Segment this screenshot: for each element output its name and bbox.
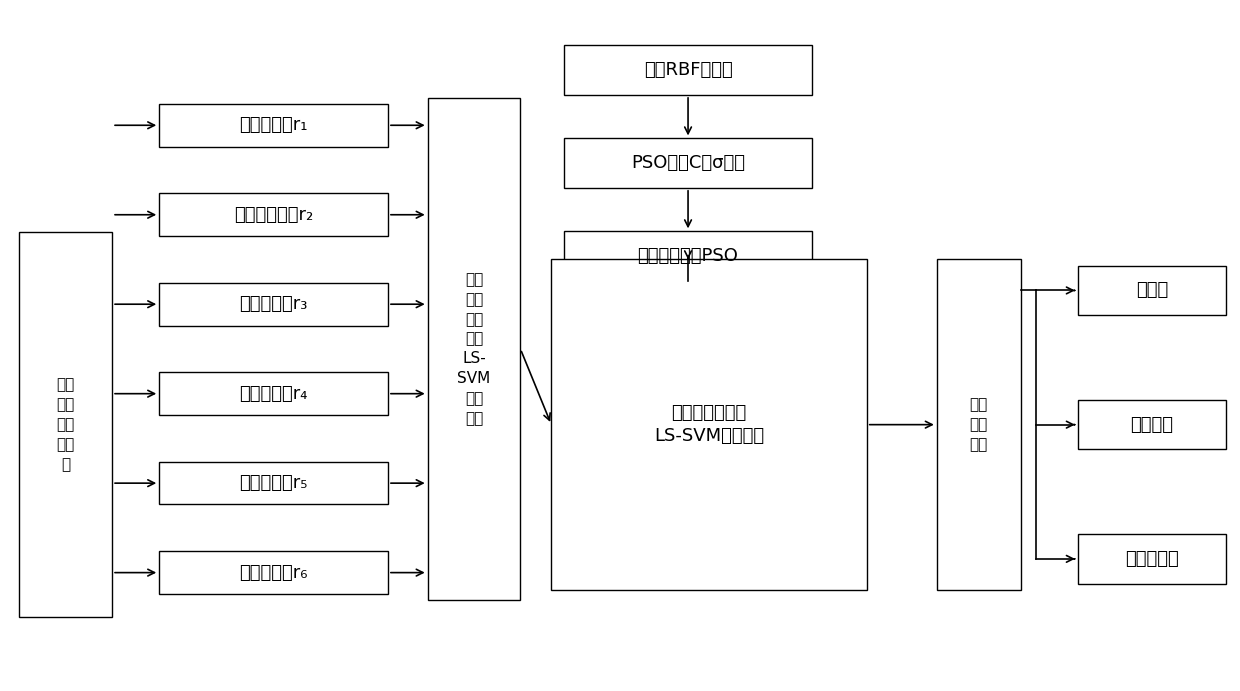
Bar xyxy=(1078,265,1226,315)
Text: 碳纤
维六
级牵
伸环
节: 碳纤 维六 级牵 伸环 节 xyxy=(57,377,74,472)
Text: 线密度: 线密度 xyxy=(1136,281,1168,299)
Text: 热水牵伸比r₃: 热水牵伸比r₃ xyxy=(239,295,308,313)
Bar xyxy=(20,232,112,617)
Bar xyxy=(564,46,812,95)
Bar xyxy=(159,104,388,146)
Bar xyxy=(936,260,1021,590)
Bar xyxy=(159,462,388,504)
Bar xyxy=(159,372,388,415)
Bar xyxy=(1078,534,1226,584)
Text: 空气牵伸比r₁: 空气牵伸比r₁ xyxy=(239,116,308,134)
Bar xyxy=(428,97,521,600)
Text: 原丝强度: 原丝强度 xyxy=(1131,416,1173,434)
Bar xyxy=(159,193,388,236)
Text: PSO优化C和σ参数: PSO优化C和σ参数 xyxy=(631,154,745,172)
Text: 幂律法则改进PSO: 幂律法则改进PSO xyxy=(637,247,739,265)
Text: 沸水牵伸比r₄: 沸水牵伸比r₄ xyxy=(239,385,308,403)
Text: 干热牵伸比r₅: 干热牵伸比r₅ xyxy=(239,474,308,492)
Bar xyxy=(159,551,388,594)
Bar xyxy=(1078,400,1226,449)
Bar xyxy=(564,231,812,281)
Text: 选择RBF核函数: 选择RBF核函数 xyxy=(644,61,733,79)
Text: 预测
结果
输出: 预测 结果 输出 xyxy=(970,397,988,452)
Text: 凝固浴牵伸比r₂: 凝固浴牵伸比r₂ xyxy=(234,206,314,224)
Bar xyxy=(564,138,812,188)
Text: 碳纤维性能指标
LS-SVM预测模型: 碳纤维性能指标 LS-SVM预测模型 xyxy=(653,404,764,446)
Bar xyxy=(159,283,388,325)
Text: 提取
样本
数据
生成
LS-
SVM
输入
向量: 提取 样本 数据 生成 LS- SVM 输入 向量 xyxy=(458,272,491,426)
Text: 断裂伸长率: 断裂伸长率 xyxy=(1125,550,1179,568)
Text: 蒸汽牵伸比r₆: 蒸汽牵伸比r₆ xyxy=(239,564,308,582)
Bar xyxy=(552,260,867,590)
